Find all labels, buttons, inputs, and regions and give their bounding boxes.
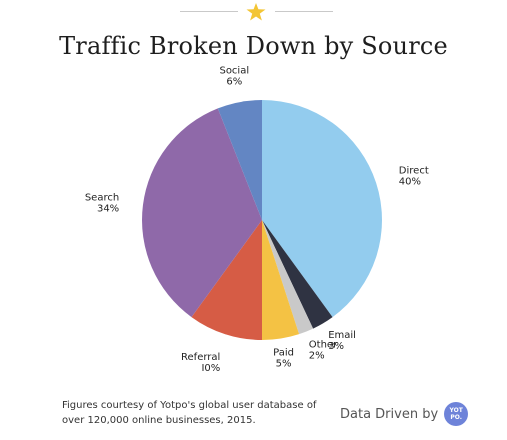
slice-label-other: Other 2% bbox=[309, 339, 338, 361]
star-icon bbox=[246, 3, 266, 21]
pie-slice-paid bbox=[262, 220, 300, 340]
source-footnote: Figures courtesy of Yotpo's global user … bbox=[62, 400, 317, 426]
yotpo-logo: YOT PO. bbox=[444, 402, 469, 426]
slice-label-referral: Referral I0% bbox=[181, 352, 220, 374]
pie-slice-direct bbox=[262, 100, 382, 318]
pie-slice-referral bbox=[191, 220, 262, 340]
slice-label-direct: Direct 40% bbox=[399, 165, 429, 187]
pie-slice-other bbox=[262, 220, 314, 335]
header-divider-left bbox=[180, 11, 238, 12]
pie-slice-search bbox=[142, 108, 262, 318]
brand-credit: Data Driven by YOT PO. bbox=[340, 402, 469, 426]
pie-slice-email bbox=[262, 220, 333, 329]
slice-label-email: Email 3% bbox=[328, 330, 356, 352]
slice-label-search: Search 34% bbox=[85, 193, 119, 215]
chart-title: Traffic Broken Down by Source bbox=[59, 32, 448, 60]
slice-label-paid: Paid 5% bbox=[273, 347, 294, 369]
pie-slice-social bbox=[217, 100, 262, 220]
slice-label-social: Social 6% bbox=[219, 66, 249, 88]
brand-text: Data Driven by bbox=[340, 406, 439, 422]
header-divider-right bbox=[275, 11, 333, 12]
